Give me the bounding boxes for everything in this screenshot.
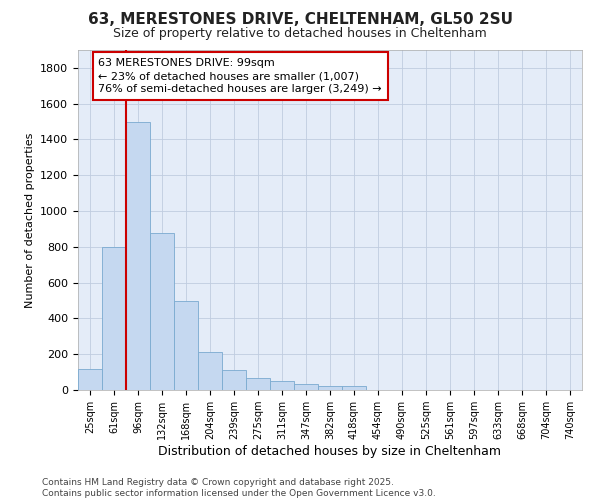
Text: 63, MERESTONES DRIVE, CHELTENHAM, GL50 2SU: 63, MERESTONES DRIVE, CHELTENHAM, GL50 2… xyxy=(88,12,512,28)
Y-axis label: Number of detached properties: Number of detached properties xyxy=(25,132,35,308)
Bar xyxy=(342,386,366,390)
Bar xyxy=(78,368,102,390)
Bar xyxy=(270,381,294,390)
Bar xyxy=(102,247,126,390)
Bar xyxy=(198,352,222,390)
Bar xyxy=(246,378,270,390)
Text: Contains HM Land Registry data © Crown copyright and database right 2025.
Contai: Contains HM Land Registry data © Crown c… xyxy=(42,478,436,498)
Bar xyxy=(318,386,342,390)
Text: 63 MERESTONES DRIVE: 99sqm
← 23% of detached houses are smaller (1,007)
76% of s: 63 MERESTONES DRIVE: 99sqm ← 23% of deta… xyxy=(98,58,382,94)
Bar xyxy=(150,232,174,390)
Bar xyxy=(174,300,198,390)
Bar xyxy=(222,370,246,390)
Bar xyxy=(294,384,318,390)
Bar xyxy=(126,122,150,390)
X-axis label: Distribution of detached houses by size in Cheltenham: Distribution of detached houses by size … xyxy=(158,445,502,458)
Text: Size of property relative to detached houses in Cheltenham: Size of property relative to detached ho… xyxy=(113,28,487,40)
